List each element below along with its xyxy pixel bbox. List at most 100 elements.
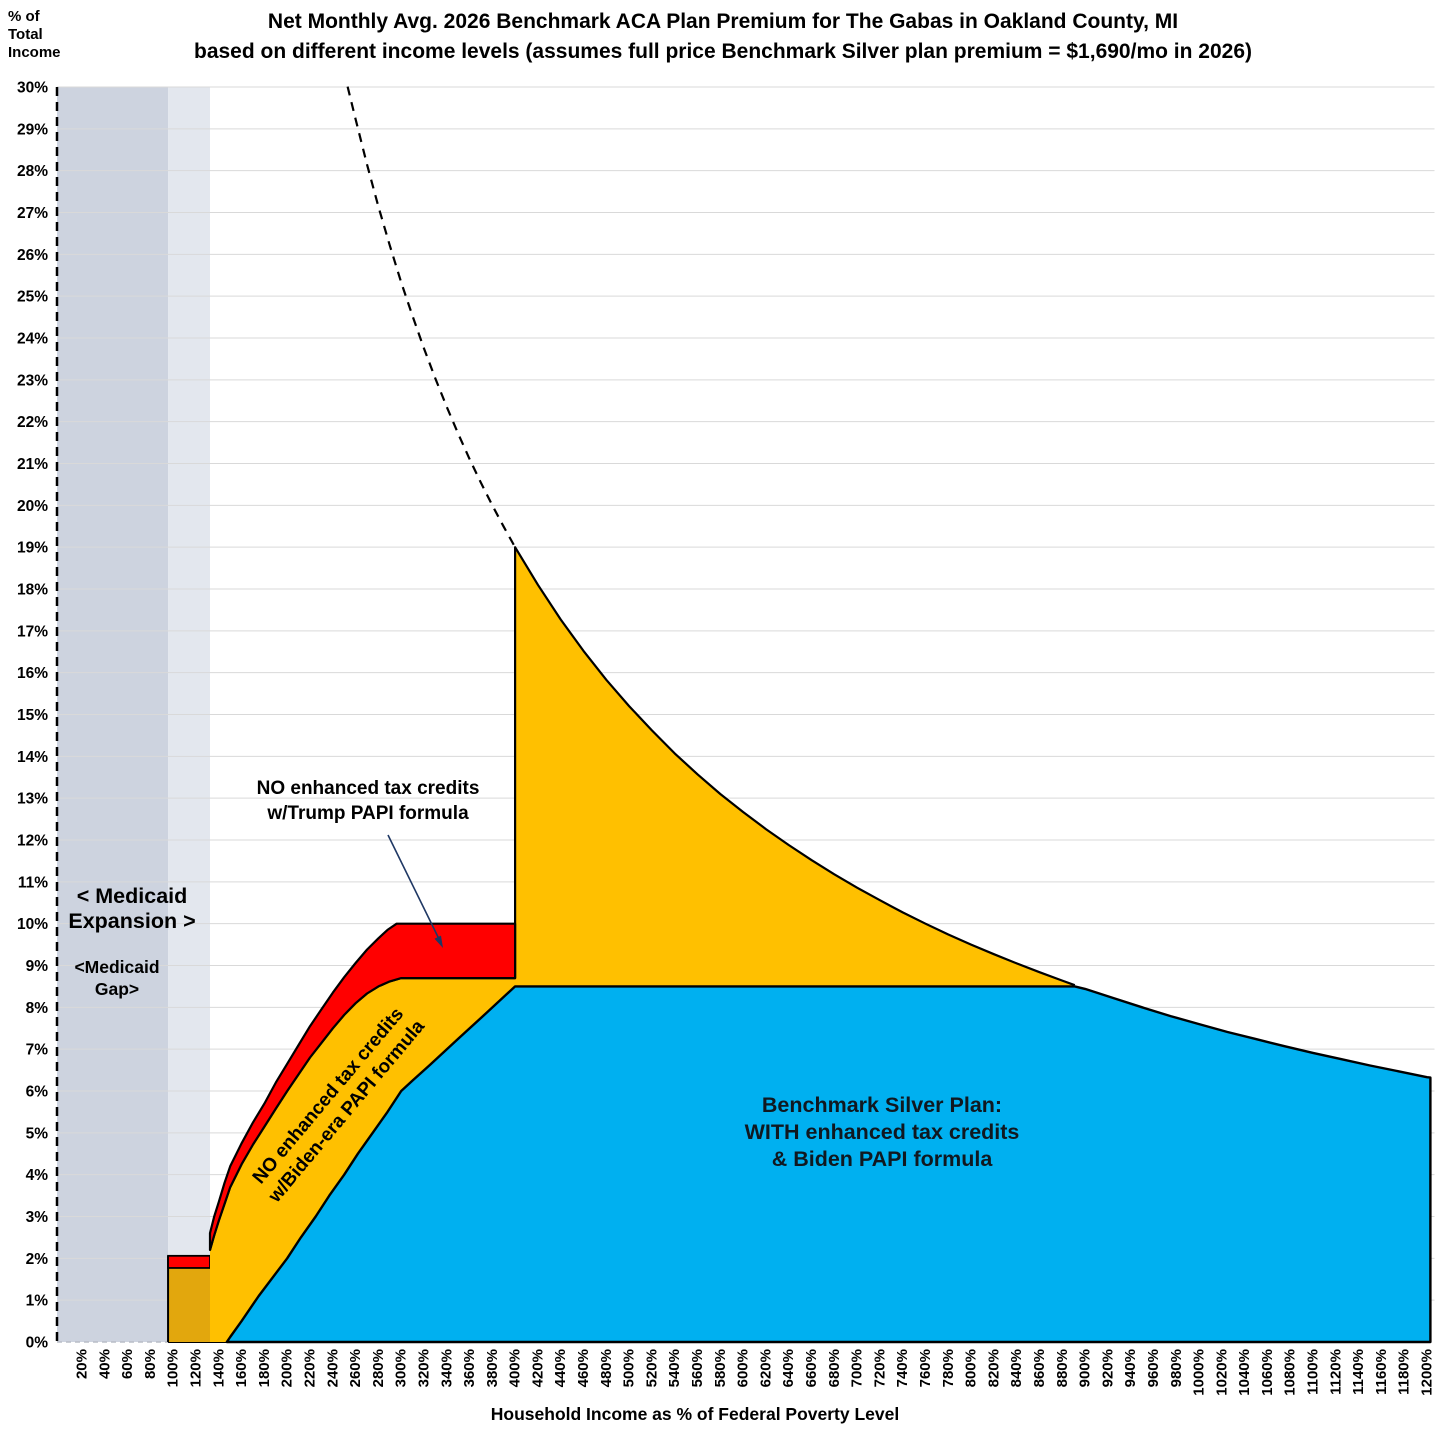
x-tick-label-640%: 640% — [780, 1349, 797, 1387]
y-tick-label-9%: 9% — [26, 958, 49, 975]
x-tick-label-420%: 420% — [529, 1349, 546, 1387]
x-tick-label-620%: 620% — [757, 1349, 774, 1387]
x-tick-label-980%: 980% — [1168, 1349, 1185, 1387]
x-tick-label-520%: 520% — [643, 1349, 660, 1387]
x-tick-label-500%: 500% — [621, 1349, 638, 1387]
medicaid-gap-label: <Medicaid Gap> — [74, 957, 160, 999]
y-axis-header: % of Total Income — [8, 8, 61, 61]
x-tick-label-380%: 380% — [484, 1349, 501, 1387]
x-tick-label-340%: 340% — [438, 1349, 455, 1387]
y-tick-label-2%: 2% — [26, 1251, 49, 1268]
y-tick-label-8%: 8% — [26, 1000, 49, 1017]
x-tick-label-400%: 400% — [507, 1349, 524, 1387]
x-tick-label-100%: 100% — [165, 1349, 182, 1387]
x-tick-label-800%: 800% — [963, 1349, 980, 1387]
annotation-arrow-head — [434, 935, 443, 948]
x-tick-label-780%: 780% — [940, 1349, 957, 1387]
x-tick-label-460%: 460% — [575, 1349, 592, 1387]
x-tick-label-700%: 700% — [849, 1349, 866, 1387]
y-tick-label-11%: 11% — [18, 874, 48, 891]
x-tick-label-240%: 240% — [324, 1349, 341, 1387]
x-tick-label-1160%: 1160% — [1373, 1349, 1390, 1395]
x-tick-label-840%: 840% — [1008, 1349, 1025, 1387]
chart-title-line2: based on different income levels (assume… — [194, 40, 1252, 63]
x-tick-label-1040%: 1040% — [1236, 1349, 1253, 1396]
y-tick-label-28%: 28% — [17, 163, 48, 180]
x-tick-label-900%: 900% — [1077, 1349, 1094, 1387]
x-tick-label-180%: 180% — [256, 1349, 273, 1387]
x-tick-label-940%: 940% — [1122, 1349, 1139, 1387]
y-tick-label-3%: 3% — [26, 1209, 49, 1226]
x-tick-label-120%: 120% — [188, 1349, 205, 1387]
y-tick-label-12%: 12% — [17, 833, 48, 850]
y-tick-label-20%: 20% — [17, 498, 48, 515]
area-trump-papi — [208, 922, 517, 1252]
x-tick-label-1020%: 1020% — [1213, 1349, 1230, 1396]
x-tick-label-820%: 820% — [985, 1349, 1002, 1387]
x-tick-label-440%: 440% — [552, 1349, 569, 1387]
x-tick-label-1120%: 1120% — [1327, 1349, 1344, 1395]
y-tick-label-22%: 22% — [17, 414, 48, 431]
x-tick-label-740%: 740% — [894, 1349, 911, 1387]
no-enhanced-trump-label: NO enhanced tax credits w/Trump PAPI for… — [256, 778, 480, 824]
x-tick-label-480%: 480% — [598, 1349, 615, 1387]
y-tick-label-29%: 29% — [17, 121, 48, 138]
red-block-100-133 — [167, 1254, 211, 1269]
y-tick-label-15%: 15% — [17, 707, 48, 724]
x-tick-label-280%: 280% — [370, 1349, 387, 1387]
y-tick-label-6%: 6% — [26, 1084, 49, 1101]
x-tick-label-360%: 360% — [461, 1349, 478, 1387]
y-tick-label-26%: 26% — [17, 247, 48, 264]
area-no-enhanced-credits — [210, 547, 1075, 1342]
x-tick-label-1080%: 1080% — [1282, 1349, 1299, 1396]
y-tick-label-24%: 24% — [17, 331, 48, 348]
x-tick-label-580%: 580% — [712, 1349, 729, 1387]
y-tick-label-27%: 27% — [17, 205, 48, 222]
x-axis-title: Household Income as % of Federal Poverty… — [490, 1404, 900, 1424]
y-tick-label-23%: 23% — [17, 372, 48, 389]
x-tick-label-720%: 720% — [871, 1349, 888, 1387]
x-tick-label-160%: 160% — [233, 1349, 250, 1387]
x-tick-label-220%: 220% — [302, 1349, 319, 1387]
x-tick-label-600%: 600% — [735, 1349, 752, 1387]
x-tick-label-60%: 60% — [119, 1349, 136, 1379]
x-tick-label-40%: 40% — [96, 1349, 113, 1379]
y-tick-label-16%: 16% — [17, 665, 48, 682]
x-tick-label-300%: 300% — [393, 1349, 410, 1387]
y-tick-label-5%: 5% — [26, 1125, 49, 1142]
x-tick-label-1060%: 1060% — [1259, 1349, 1276, 1396]
x-tick-label-760%: 760% — [917, 1349, 934, 1387]
x-tick-label-80%: 80% — [142, 1349, 159, 1379]
x-tick-label-140%: 140% — [210, 1349, 227, 1387]
annotation-arrow-line — [387, 834, 441, 942]
y-tick-label-10%: 10% — [17, 916, 48, 933]
y-tick-label-30%: 30% — [17, 80, 48, 97]
x-tick-label-540%: 540% — [666, 1349, 683, 1387]
x-tick-label-1100%: 1100% — [1305, 1349, 1322, 1395]
x-tick-label-1200%: 1200% — [1419, 1349, 1436, 1396]
y-tick-label-14%: 14% — [17, 749, 48, 766]
x-tick-label-1180%: 1180% — [1396, 1349, 1413, 1395]
y-tick-label-25%: 25% — [17, 289, 48, 306]
x-tick-label-560%: 560% — [689, 1349, 706, 1387]
medicaid-expansion-label: < Medicaid Expansion > — [68, 884, 196, 933]
y-tick-label-7%: 7% — [26, 1042, 49, 1059]
y-tick-label-17%: 17% — [17, 623, 48, 640]
y-tick-label-21%: 21% — [17, 456, 48, 473]
x-tick-label-660%: 660% — [803, 1349, 820, 1387]
x-tick-label-320%: 320% — [416, 1349, 433, 1387]
x-tick-label-880%: 880% — [1054, 1349, 1071, 1387]
y-tick-label-13%: 13% — [17, 791, 48, 808]
x-tick-label-1000%: 1000% — [1191, 1349, 1208, 1396]
full-price-dashed-line — [346, 86, 517, 548]
x-tick-label-920%: 920% — [1099, 1349, 1116, 1387]
chart-title-line1: Net Monthly Avg. 2026 Benchmark ACA Plan… — [267, 10, 1179, 33]
benchmark-silver-label: Benchmark Silver Plan: WITH enhanced tax… — [744, 1093, 1020, 1171]
x-tick-label-680%: 680% — [826, 1349, 843, 1387]
x-tick-label-860%: 860% — [1031, 1349, 1048, 1387]
x-tick-label-960%: 960% — [1145, 1349, 1162, 1387]
area-with-enhanced-credits — [225, 985, 1432, 1344]
x-tick-label-20%: 20% — [74, 1349, 91, 1379]
